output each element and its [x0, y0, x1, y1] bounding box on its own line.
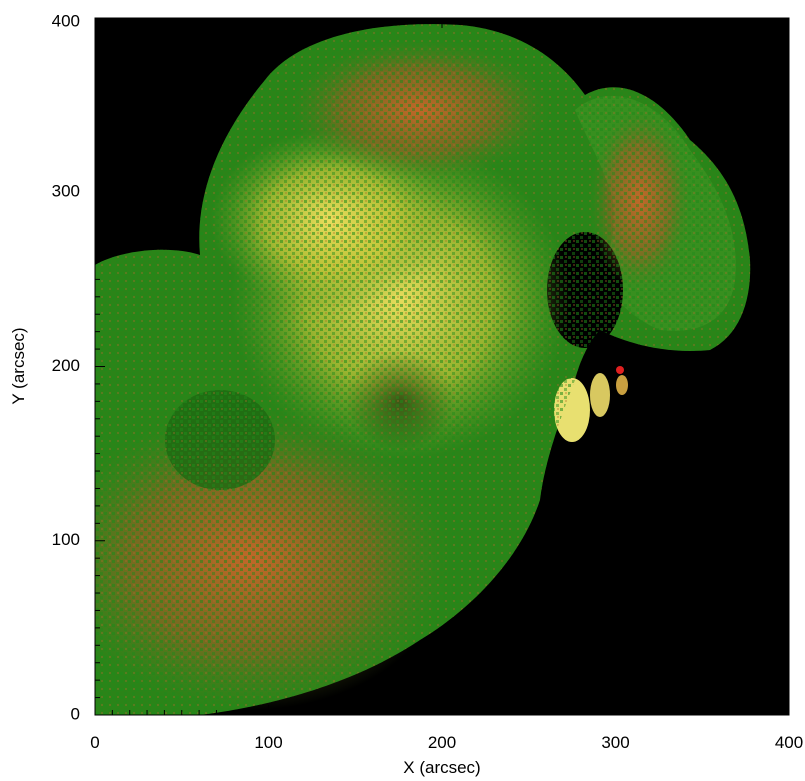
knot-3: [616, 375, 628, 395]
y-tick-label: 400: [52, 11, 80, 30]
y-tick-label: 200: [52, 356, 80, 375]
red-spot: [616, 366, 624, 374]
x-tick-label: 200: [428, 733, 456, 752]
y-tick-label: 300: [52, 182, 80, 201]
axis-ticks: [94, 17, 790, 716]
y-tick-label: 0: [71, 704, 80, 723]
speckle-overlay: [95, 24, 751, 715]
y-axis-label: Y (arcsec): [9, 327, 28, 404]
x-tick-label: 400: [775, 733, 803, 752]
x-tick-label: 100: [254, 733, 282, 752]
y-tick-labels: 0 100 200 300 400: [52, 11, 80, 723]
emission-image: [95, 24, 751, 715]
y-tick-label: 100: [52, 530, 80, 549]
knot-2: [590, 373, 610, 417]
x-tick-labels: 0 100 200 300 400: [90, 733, 803, 752]
x-tick-label: 300: [601, 733, 629, 752]
x-tick-label: 0: [90, 733, 99, 752]
x-axis-label: X (arcsec): [403, 758, 480, 777]
